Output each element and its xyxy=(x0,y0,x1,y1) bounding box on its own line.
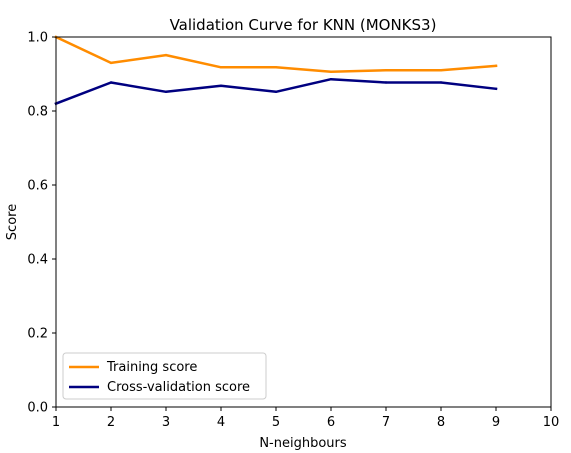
data-point xyxy=(219,66,223,69)
x-axis-label: N-neighbours xyxy=(259,436,347,451)
y-tick-label: 0.8 xyxy=(27,105,48,120)
y-tick-label: 0.2 xyxy=(27,327,48,342)
data-point xyxy=(274,90,278,93)
data-point xyxy=(329,70,333,73)
data-point xyxy=(274,66,278,69)
data-point xyxy=(439,81,443,84)
legend: Training score Cross-validation score xyxy=(62,352,267,400)
y-axis: 0.0 0.2 0.4 0.6 0.8 1.0 xyxy=(27,31,56,416)
legend-box xyxy=(62,352,267,400)
data-point xyxy=(439,69,443,72)
x-tick-label: 7 xyxy=(382,415,390,430)
x-tick-label: 4 xyxy=(217,415,225,430)
data-point xyxy=(329,77,333,81)
x-tick-label: 5 xyxy=(272,415,280,430)
chart-title: Validation Curve for KNN (MONKS3) xyxy=(170,16,437,34)
data-point xyxy=(109,61,113,65)
series-layer xyxy=(54,35,498,106)
x-tick-label: 3 xyxy=(162,415,170,430)
x-tick-label: 6 xyxy=(327,415,335,430)
y-axis-label: Score xyxy=(5,204,20,240)
data-point xyxy=(494,64,498,68)
legend-label-cross-validation: Cross-validation score xyxy=(107,380,250,395)
data-point xyxy=(384,69,388,72)
data-point xyxy=(384,81,388,84)
x-tick-label: 2 xyxy=(107,415,115,430)
legend-label-training: Training score xyxy=(106,360,197,375)
data-point xyxy=(164,90,168,93)
y-tick-label: 0.0 xyxy=(27,401,48,416)
data-point xyxy=(109,81,113,84)
x-tick-label: 10 xyxy=(543,415,560,430)
x-tick-label: 9 xyxy=(492,415,500,430)
y-tick-label: 0.4 xyxy=(27,253,48,268)
plot-frame xyxy=(55,36,552,408)
data-point xyxy=(494,87,498,91)
x-tick-label: 8 xyxy=(437,415,445,430)
y-tick-label: 1.0 xyxy=(27,31,48,46)
data-point xyxy=(164,53,168,57)
y-tick-label: 0.6 xyxy=(27,179,48,194)
x-tick-label: 1 xyxy=(52,415,60,430)
x-axis: 1 2 3 4 5 6 7 8 9 10 xyxy=(52,407,559,430)
data-point xyxy=(219,84,223,88)
